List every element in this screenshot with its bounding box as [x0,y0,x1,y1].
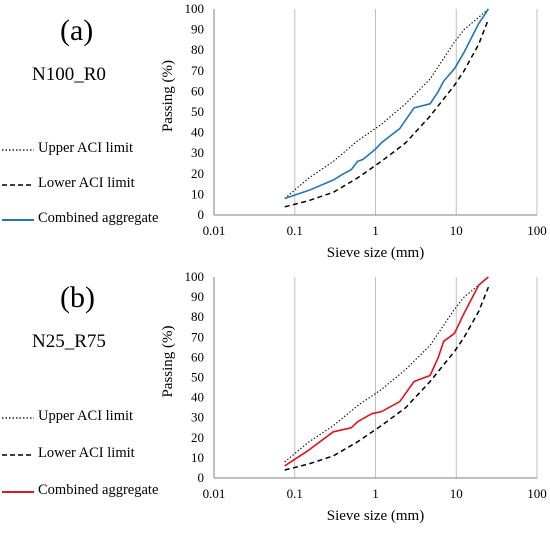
legend-swatch-solid [2,219,34,221]
x-tick-label: 10 [450,223,463,238]
x-tick-label: 0.1 [287,486,303,501]
legend-label: Lower ACI limit [38,175,135,191]
y-tick-label: 0 [198,470,205,485]
series-line-lower-limit [284,286,490,471]
y-tick-label: 30 [191,145,204,160]
legend-item-combined: Combined aggregate [2,210,182,230]
sample-name: N100_R0 [32,64,106,85]
y-tick-label: 30 [191,410,204,425]
y-tick-label: 60 [191,349,204,364]
series-line-combined [284,8,490,200]
x-tick-label: 0.01 [203,486,226,501]
legend-label: Lower ACI limit [38,445,135,461]
chart-plot-a: 0 10 20 30 40 50 60 70 80 90 100 0.01 0.1 1 10 100 Sieve… [160,1,547,261]
x-tick-label: 100 [527,486,547,501]
legend-swatch-dashed [2,454,34,456]
y-tick-label: 20 [191,430,204,445]
panel-b: (b) N25_R75 Upper ACI limit Lower ACI li… [0,267,550,534]
y-tick-label: 0 [198,207,205,222]
legend-item-lower: Lower ACI limit [2,445,182,465]
y-tick-label: 40 [191,125,204,140]
series-line-combined [284,276,489,467]
series-line-upper-limit [284,276,489,463]
panel-label: (a) [60,14,94,47]
x-axis-title: Sieve size (mm) [327,508,424,524]
legend-item-upper: Upper ACI limit [2,408,182,428]
y-tick-label: 100 [185,269,205,284]
x-tick-label: 0.1 [287,223,303,238]
legend-label: Upper ACI limit [38,408,134,424]
y-tick-label: 90 [191,22,204,37]
series-line-lower-limit [284,19,490,208]
y-axis-title: Passing (%) [160,60,176,132]
panel-a: (a) N100_R0 Upper ACI limit Lower ACI li… [2,1,547,261]
x-tick-label: 0.01 [203,223,226,238]
x-tick-label: 100 [527,223,547,238]
legend-label: Upper ACI limit [38,140,134,156]
series-line-upper-limit [284,8,489,199]
legend-label: Combined aggregate [38,210,159,226]
legend-swatch-solid [2,491,34,493]
legend-item-upper: Upper ACI limit [2,140,182,160]
sample-name: N25_R75 [32,331,106,352]
y-tick-label: 60 [191,83,204,98]
y-axis-title: Passing (%) [160,325,176,397]
legend-label: Combined aggregate [38,482,159,498]
y-tick-label: 70 [191,63,204,78]
y-tick-label: 40 [191,390,204,405]
y-tick-label: 20 [191,166,204,181]
y-tick-label: 70 [191,329,204,344]
y-tick-label: 80 [191,309,204,324]
x-tick-label: 1 [372,486,379,501]
x-axis-title: Sieve size (mm) [327,245,424,261]
legend-swatch-dashed [2,184,34,186]
y-tick-label: 80 [191,42,204,57]
panel-label: (b) [60,281,95,314]
y-tick-label: 100 [185,1,205,16]
legend-item-lower: Lower ACI limit [2,175,182,195]
y-tick-label: 90 [191,289,204,304]
chart-plot-b: 0 10 20 30 40 50 60 70 80 90 100 0.01 0.1 1 10 100 Sieve… [160,269,547,524]
y-tick-label: 10 [191,450,204,465]
y-tick-label: 50 [191,370,204,385]
x-tick-label: 1 [372,223,379,238]
legend-item-combined: Combined aggregate [2,482,182,502]
x-tick-label: 10 [450,486,463,501]
y-tick-label: 10 [191,186,204,201]
y-tick-label: 50 [191,104,204,119]
